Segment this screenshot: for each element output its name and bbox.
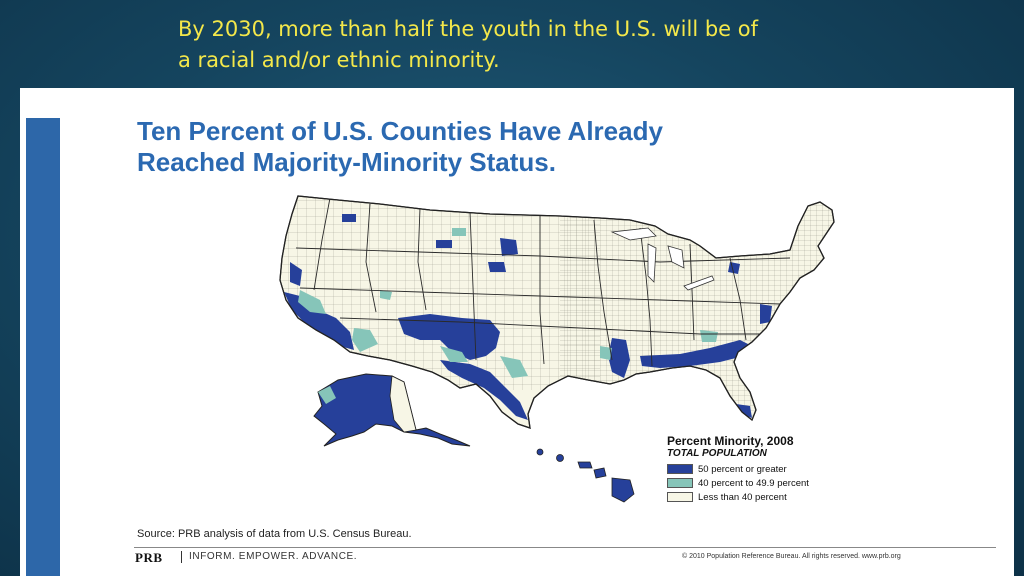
east-county-grid: [560, 196, 834, 428]
legend-item-near-majority: 40 percent to 49.9 percent: [667, 477, 809, 489]
slide-title-line-1: By 2030, more than half the youth in the…: [178, 17, 759, 41]
state-border: [365, 203, 377, 313]
legend-subtitle: TOTAL POPULATION: [667, 448, 767, 459]
new-mexico-near: [440, 346, 468, 362]
alaska-east: [389, 375, 417, 433]
legend-label: Less than 40 percent: [698, 491, 787, 503]
near-majority-counties: [298, 228, 718, 378]
figure-heading-line-2: Reached Majority-Minority Status.: [137, 147, 556, 177]
footer-divider: [134, 547, 996, 548]
california-majority: [284, 292, 354, 350]
great-lakes: [610, 227, 715, 291]
legend-swatch: [667, 492, 693, 502]
legend-label: 40 percent to 49.9 percent: [698, 477, 809, 489]
mississippi-majority: [608, 338, 630, 378]
lake-superior: [610, 227, 657, 241]
state-borders: [295, 197, 791, 367]
alaska: [313, 373, 471, 447]
lake-michigan: [647, 243, 657, 283]
legend-label: 50 percent or greater: [698, 463, 787, 475]
figure-heading-line-1: Ten Percent of U.S. Counties Have Alread…: [137, 116, 663, 146]
state-border: [469, 211, 477, 361]
state-border: [299, 287, 781, 305]
molokai: [577, 461, 593, 469]
legend-swatch: [667, 464, 693, 474]
texas-majority: [440, 360, 528, 420]
state-border: [539, 216, 545, 365]
dakota-reservation-majority: [500, 238, 518, 256]
lake-erie: [683, 275, 715, 291]
state-border: [689, 243, 695, 341]
arizona-near: [352, 328, 378, 352]
state-border: [313, 197, 331, 291]
majority-counties: [284, 214, 772, 420]
california-north-majority: [290, 262, 302, 286]
florida-majority: [736, 404, 752, 418]
northeast-majority: [728, 262, 740, 274]
california-near: [298, 290, 326, 314]
virginia-majority: [760, 304, 772, 324]
prb-logo: PRB: [135, 550, 163, 565]
source-note: Source: PRB analysis of data from U.S. C…: [137, 528, 412, 540]
slide-title-line-2: a racial and/or ethnic minority.: [178, 48, 500, 72]
delta-near: [600, 346, 612, 360]
legend-item-majority: 50 percent or greater: [667, 463, 787, 475]
maui: [593, 467, 607, 479]
figure-accent-bar: [26, 118, 60, 576]
big-island: [611, 477, 635, 503]
figure-heading: Ten Percent of U.S. Counties Have Alread…: [137, 116, 957, 178]
state-border: [639, 227, 653, 367]
state-border: [339, 317, 762, 335]
state-border: [593, 219, 613, 361]
legend-title: Percent Minority, 2008: [667, 434, 794, 448]
slide-title: By 2030, more than half the youth in the…: [178, 14, 878, 76]
state-border: [295, 247, 791, 263]
black-belt-majority: [640, 340, 752, 368]
prb-tagline: INFORM. EMPOWER. ADVANCE.: [189, 551, 358, 562]
state-border: [729, 257, 747, 341]
south-dakota-majority: [488, 262, 506, 272]
legend-swatch: [667, 478, 693, 488]
legend-item-less: Less than 40 percent: [667, 491, 787, 503]
kauai: [536, 448, 544, 456]
lake-huron: [667, 245, 685, 269]
montana-majority: [436, 240, 452, 248]
oahu: [556, 454, 564, 462]
footer-separator: [181, 551, 182, 563]
montana-near: [452, 228, 466, 236]
nevada-near: [380, 290, 392, 300]
washington-majority: [342, 214, 356, 222]
alaska-near: [318, 386, 336, 404]
state-border: [417, 207, 427, 311]
copyright-notice: © 2010 Population Reference Bureau. All …: [682, 553, 901, 560]
carolina-near: [700, 330, 718, 342]
texas-near: [500, 356, 528, 378]
hawaii: [536, 448, 635, 503]
